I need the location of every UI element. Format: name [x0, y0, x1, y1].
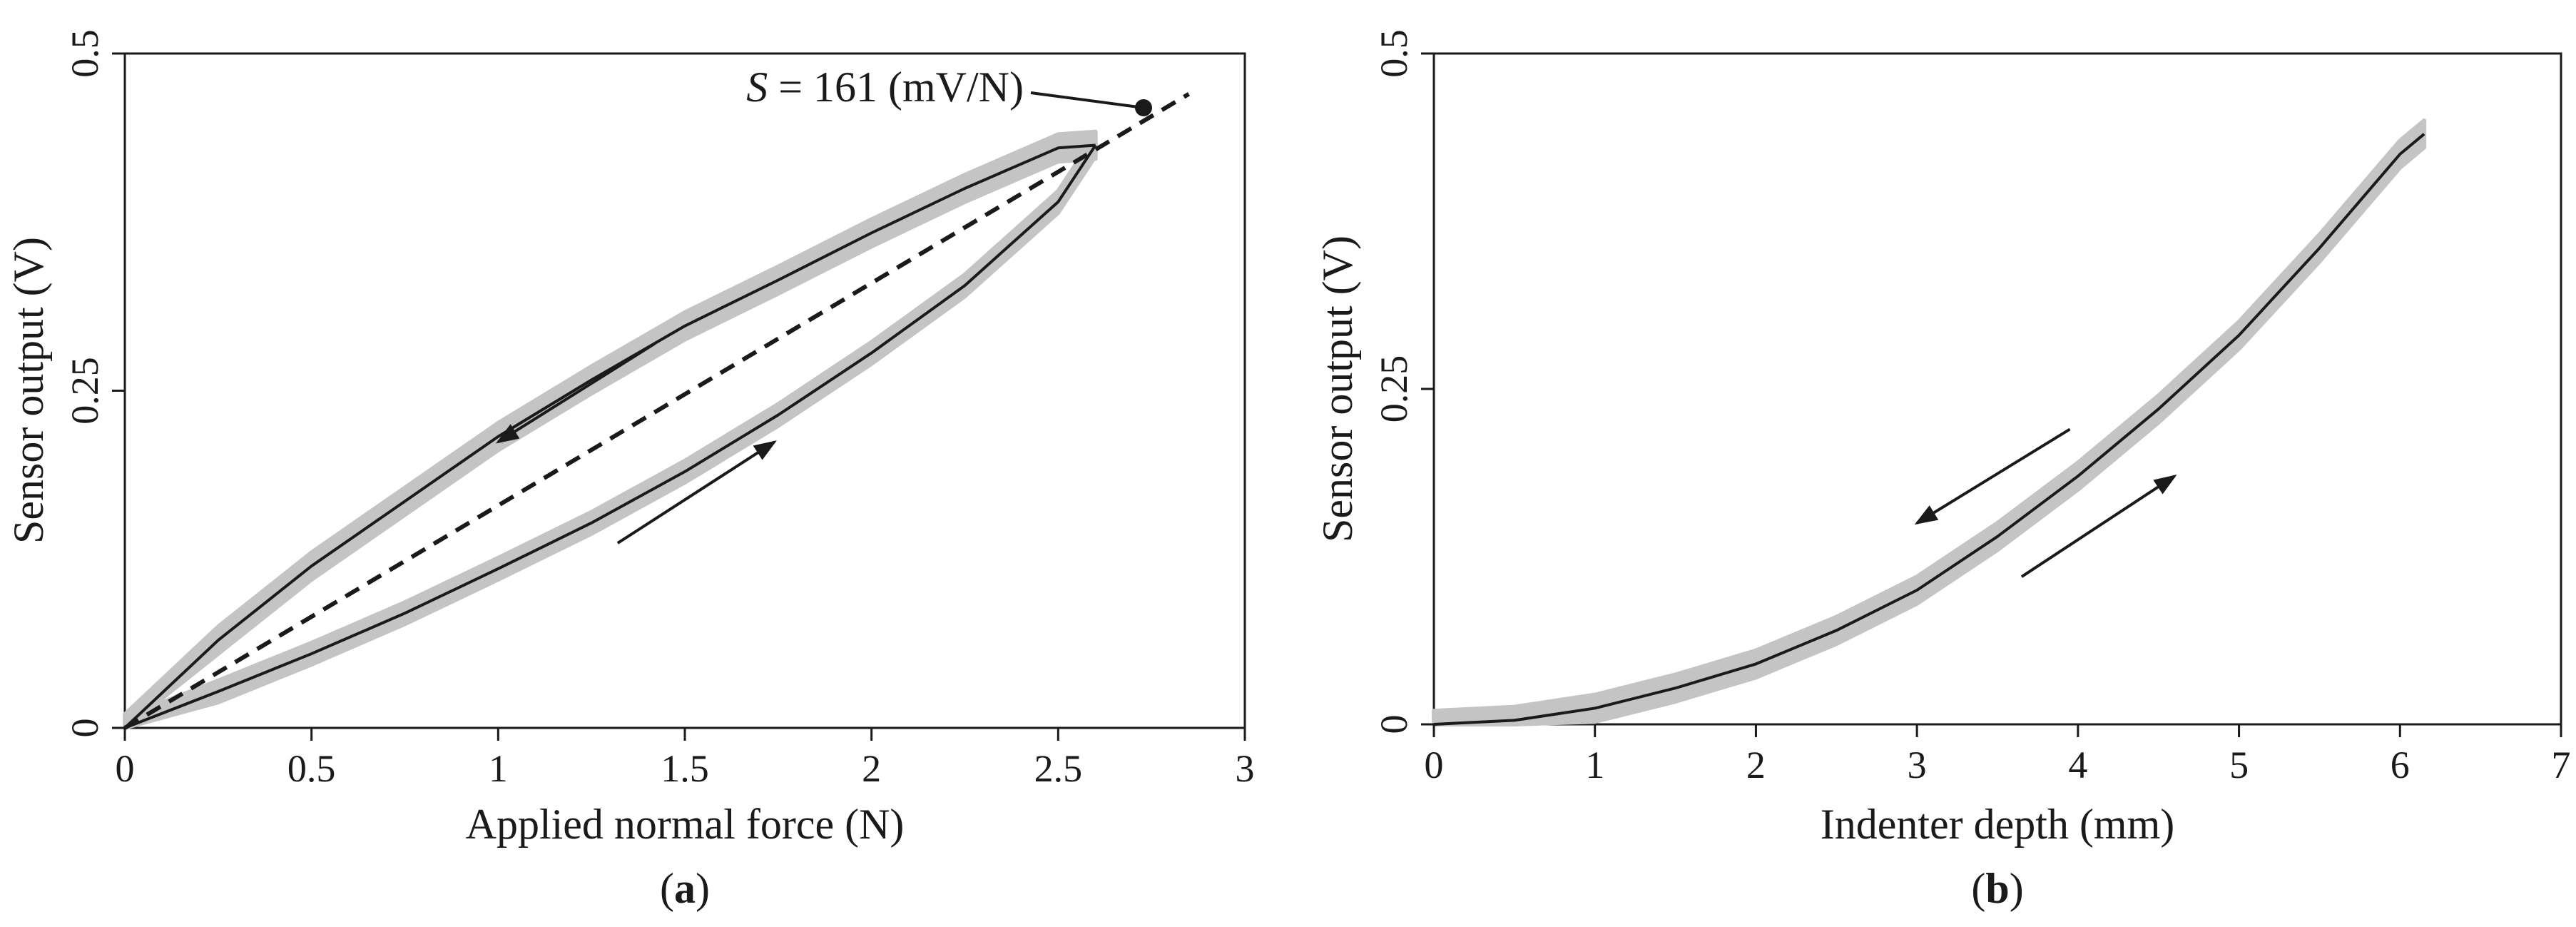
y-tick-label: 0.25	[1373, 355, 1415, 423]
x-tick-label: 4	[2068, 744, 2087, 786]
x-tick-label: 1	[489, 747, 508, 790]
chart-panel-b: 0 1 2 3 4 5 6 7 0 0.25 0.5 Indenter depth (mm) Se…	[1314, 29, 2571, 912]
panel-letter-b: b	[1985, 865, 2009, 912]
annotation-symbol: S	[746, 64, 768, 111]
bands-a	[123, 129, 1098, 730]
x-tick-label: 7	[2552, 744, 2571, 786]
x-tick-label: 2	[1746, 744, 1766, 786]
series-line-linear-fit	[123, 92, 1191, 730]
panel-label-a: (a)	[660, 865, 710, 912]
y-ticks-a: 0 0.25 0.5	[63, 29, 125, 738]
arrows-b	[1914, 427, 2177, 578]
annotation-point	[1135, 99, 1152, 116]
lines-b	[1433, 133, 2425, 726]
series-line-loading	[124, 144, 1097, 729]
series-band-unloading	[123, 129, 1098, 730]
chart-panel-a: 0 0.5 1 1.5 2 2.5 3 0 0.25 0.5 Applied normal fo…	[5, 29, 1255, 912]
y-ticks-b: 0 0.25 0.5	[1373, 29, 1434, 734]
arrow-unloading	[1914, 427, 2071, 525]
annotation-leader-line	[1030, 91, 1144, 109]
series-band-loading	[123, 132, 1098, 730]
x-tick-label: 3	[1236, 747, 1255, 790]
panel-label-b: (b)	[1971, 865, 2023, 912]
series-line-loading-unloading	[1433, 133, 2425, 726]
x-ticks-a: 0 0.5 1 1.5 2 2.5 3	[116, 728, 1255, 790]
arrow-loading	[616, 440, 777, 544]
arrows-a	[495, 342, 777, 544]
x-tick-label: 2	[862, 747, 881, 790]
x-tick-label: 1.5	[661, 747, 709, 790]
lines-a	[123, 92, 1191, 730]
x-tick-label: 5	[2229, 744, 2249, 786]
x-ticks-b: 0 1 2 3 4 5 6 7	[1425, 724, 2571, 786]
arrow-unloading	[495, 342, 656, 444]
x-tick-label: 3	[1908, 744, 1927, 786]
series-band-loading-unloading	[1432, 118, 2427, 726]
y-axis-label-b: Sensor output (V)	[1314, 235, 1361, 542]
y-axis-label-a: Sensor output (V)	[5, 237, 52, 544]
bands-b	[1432, 118, 2427, 726]
x-tick-label: 1	[1585, 744, 1604, 786]
x-tick-label: 6	[2391, 744, 2410, 786]
y-tick-label: 0	[1373, 715, 1415, 734]
y-tick-label: 0	[63, 719, 106, 738]
x-tick-label: 0	[1425, 744, 1444, 786]
panel-letter-a: a	[674, 865, 696, 912]
arrow-loading	[2020, 475, 2177, 578]
x-tick-label: 0.5	[287, 747, 336, 790]
y-tick-label: 0.5	[63, 29, 106, 78]
x-tick-label: 0	[116, 747, 135, 790]
x-tick-label: 2.5	[1034, 747, 1083, 790]
y-tick-label: 0.5	[1373, 29, 1415, 78]
sensitivity-annotation: S = 161 (mV/N)	[746, 64, 1024, 111]
x-axis-label-b: Indenter depth (mm)	[1821, 801, 2175, 848]
y-tick-label: 0.25	[63, 357, 106, 425]
annotation-a: S = 161 (mV/N)	[746, 64, 1152, 116]
x-axis-label-a: Applied normal force (N)	[466, 801, 905, 848]
annotation-value: = 161 (mV/N)	[768, 64, 1024, 111]
